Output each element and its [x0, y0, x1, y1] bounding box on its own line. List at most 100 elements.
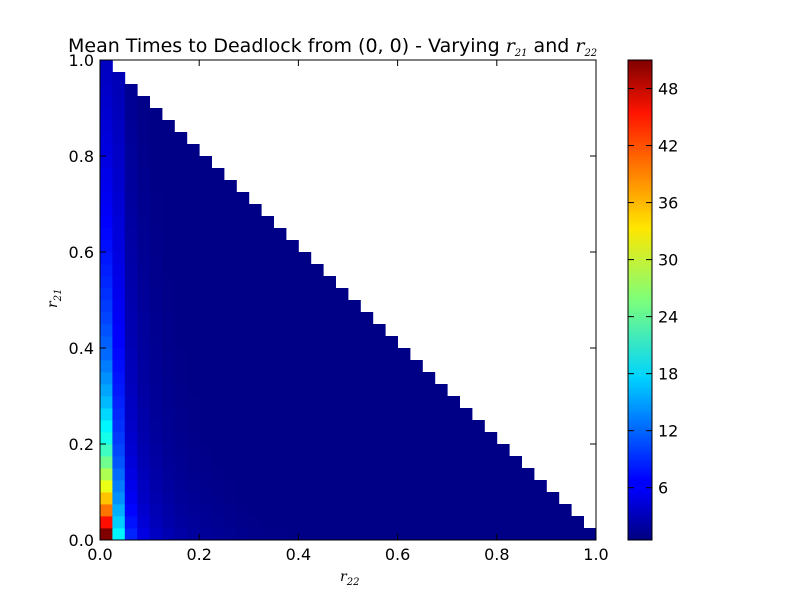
heatmap-cell — [199, 504, 212, 517]
heatmap-cell — [137, 156, 150, 169]
heatmap-cell — [434, 456, 448, 469]
heatmap-cell — [310, 516, 324, 529]
heatmap-cell — [112, 480, 126, 493]
heatmap-cell — [261, 252, 274, 265]
heatmap-cell — [583, 528, 597, 541]
heatmap-cell — [273, 228, 287, 241]
heatmap-cell — [174, 312, 188, 325]
heatmap-cell — [310, 312, 324, 325]
heatmap-cell — [484, 480, 498, 493]
heatmap-cell — [112, 336, 126, 349]
heatmap-cell — [385, 432, 398, 445]
heatmap-cell — [211, 516, 225, 529]
heatmap-cell — [348, 480, 361, 493]
heatmap-cell — [360, 348, 374, 361]
heatmap-cell — [323, 324, 336, 337]
heatmap-cell — [186, 456, 200, 469]
heatmap-cell — [186, 204, 200, 217]
heatmap-cell — [521, 516, 535, 529]
colorbar — [627, 59, 653, 541]
heatmap-cell — [236, 276, 250, 289]
heatmap-cell — [447, 516, 460, 529]
heatmap-cell — [496, 456, 510, 469]
heatmap-cell — [224, 348, 237, 361]
heatmap-cell — [174, 372, 188, 385]
heatmap-cell — [100, 360, 113, 373]
heatmap-cell — [323, 396, 336, 409]
heatmap-cell — [162, 528, 175, 541]
heatmap-cell — [496, 480, 510, 493]
heatmap-cell — [186, 324, 200, 337]
x-axis-label: r22 — [340, 569, 359, 588]
heatmap-cell — [149, 312, 163, 325]
heatmap-cell — [162, 240, 175, 253]
heatmap-cell — [248, 324, 262, 337]
heatmap-cell — [323, 372, 336, 385]
heatmap-cell — [385, 468, 398, 481]
heatmap-cell — [162, 132, 175, 145]
heatmap-cell — [360, 372, 374, 385]
heatmap-cell — [397, 516, 411, 529]
heatmap-cell — [273, 288, 287, 301]
heatmap-cell — [100, 132, 113, 145]
heatmap-cell — [124, 240, 138, 253]
heatmap-cell — [224, 336, 237, 349]
heatmap-cell — [310, 324, 324, 337]
heatmap-cell — [261, 516, 274, 529]
heatmap-cell — [112, 324, 126, 337]
heatmap-cell — [224, 516, 237, 529]
heatmap-cell — [298, 528, 312, 541]
heatmap-cell — [137, 348, 150, 361]
heatmap-cell — [348, 384, 361, 397]
y-axis-label: r21 — [45, 289, 64, 308]
heatmap-cell — [224, 372, 237, 385]
heatmap-cell — [137, 108, 150, 121]
heatmap-cell — [211, 192, 225, 205]
heatmap-cell — [348, 432, 361, 445]
heatmap-cell — [112, 228, 126, 241]
heatmap-cell — [174, 240, 188, 253]
heatmap-cell — [199, 156, 212, 169]
heatmap-cell — [298, 264, 312, 277]
heatmap-cell — [149, 132, 163, 145]
heatmap-cell — [174, 468, 188, 481]
heatmap-cell — [137, 288, 150, 301]
heatmap-cell — [261, 324, 274, 337]
heatmap-cell — [124, 372, 138, 385]
heatmap-cell — [261, 336, 274, 349]
heatmap-cell — [100, 336, 113, 349]
heatmap-cell — [248, 444, 262, 457]
heatmap-cell — [137, 492, 150, 505]
heatmap-cell — [298, 456, 312, 469]
heatmap-cell — [335, 360, 349, 373]
heatmap-cell — [310, 480, 324, 493]
heatmap-cell — [496, 468, 510, 481]
colorbar-tick-label: 12 — [658, 422, 678, 441]
heatmap-cell — [149, 480, 163, 493]
heatmap-cell — [124, 444, 138, 457]
heatmap-cell — [261, 444, 274, 457]
heatmap-cell — [348, 324, 361, 337]
heatmap-cell — [323, 408, 336, 421]
heatmap-cell — [199, 348, 212, 361]
heatmap-cell — [286, 444, 299, 457]
heatmap-cell — [137, 408, 150, 421]
heatmap-cell — [385, 516, 398, 529]
heatmap-cell — [298, 432, 312, 445]
heatmap-cell — [335, 516, 349, 529]
heatmap-cell — [211, 336, 225, 349]
heatmap-cell — [199, 444, 212, 457]
heatmap-cell — [410, 504, 423, 517]
heatmap-cell — [372, 420, 386, 433]
heatmap-cell — [112, 360, 126, 373]
heatmap-cell — [310, 288, 324, 301]
heatmap-cell — [286, 432, 299, 445]
heatmap-cell — [149, 288, 163, 301]
heatmap-cell — [236, 216, 250, 229]
heatmap-cell — [310, 264, 324, 277]
heatmap-cell — [434, 468, 448, 481]
heatmap-cell — [372, 396, 386, 409]
heatmap-cell — [224, 492, 237, 505]
heatmap-cell — [137, 396, 150, 409]
heatmap-cell — [100, 348, 113, 361]
